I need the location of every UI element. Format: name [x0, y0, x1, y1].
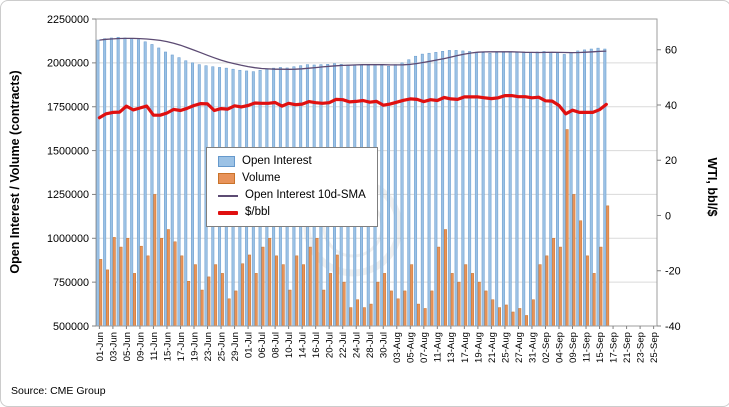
- svg-text:09-Sep: 09-Sep: [568, 332, 579, 363]
- svg-text:20: 20: [665, 155, 677, 167]
- svg-text:01-Jun: 01-Jun: [95, 332, 106, 361]
- svg-text:09-Jun: 09-Jun: [135, 332, 146, 361]
- legend-label-price: $/bbl: [245, 206, 270, 218]
- svg-text:15-Jun: 15-Jun: [162, 332, 173, 361]
- svg-text:03-Aug: 03-Aug: [392, 332, 403, 363]
- svg-text:13-Aug: 13-Aug: [446, 332, 457, 363]
- sma-line: [99, 37, 607, 70]
- legend-label-open-interest: Open Interest: [242, 155, 312, 167]
- svg-text:02-Sep: 02-Sep: [541, 332, 552, 363]
- price-line: [97, 93, 608, 120]
- legend-swatch-open-interest: [218, 156, 235, 167]
- source-caption: Source: CME Group: [11, 385, 106, 397]
- svg-text:16-Jul: 16-Jul: [311, 332, 322, 358]
- svg-text:29-Jun: 29-Jun: [230, 332, 241, 361]
- bars-volume: [99, 129, 610, 327]
- plot-border: [95, 18, 658, 327]
- legend-item-volume: Volume: [218, 172, 366, 185]
- legend-swatch-volume: [218, 173, 235, 184]
- x-axis-labels: 01-Jun 03-Jun 05-Jun 09-Jun 11-Jun 15-Jun 17-J…: [95, 326, 660, 363]
- svg-text:30-Jul: 30-Jul: [379, 332, 390, 358]
- svg-text:2000000: 2000000: [47, 58, 89, 70]
- svg-text:24-Jul: 24-Jul: [352, 332, 363, 358]
- right-axis-labels: 60 40 20 0 -20 -40: [657, 45, 681, 333]
- svg-text:-20: -20: [665, 266, 681, 278]
- svg-text:11-Jun: 11-Jun: [149, 332, 160, 361]
- svg-text:28-Jul: 28-Jul: [365, 332, 376, 358]
- svg-text:1500000: 1500000: [47, 145, 89, 157]
- svg-text:750000: 750000: [53, 277, 89, 289]
- svg-text:0: 0: [665, 210, 671, 222]
- svg-text:10-Jul: 10-Jul: [284, 332, 295, 358]
- svg-text:05-Aug: 05-Aug: [406, 332, 417, 363]
- svg-text:27-Aug: 27-Aug: [514, 332, 525, 363]
- chart-legend: Open Interest Volume Open Interest 10d-S…: [206, 147, 378, 227]
- svg-text:21-Sep: 21-Sep: [622, 332, 633, 363]
- svg-text:04-Sep: 04-Sep: [554, 332, 565, 363]
- left-axis-title: Open Interest / Volume (contracts): [8, 70, 22, 274]
- svg-text:15-Sep: 15-Sep: [595, 332, 606, 363]
- svg-text:08-Jul: 08-Jul: [271, 332, 282, 358]
- svg-text:19-Aug: 19-Aug: [473, 332, 484, 363]
- legend-label-volume: Volume: [242, 172, 281, 184]
- svg-text:23-Sep: 23-Sep: [636, 332, 647, 363]
- svg-text:40: 40: [665, 100, 677, 112]
- svg-text:07-Aug: 07-Aug: [419, 332, 430, 363]
- svg-text:1000000: 1000000: [47, 233, 89, 245]
- svg-text:31-Aug: 31-Aug: [527, 332, 538, 363]
- svg-text:19-Jun: 19-Jun: [189, 332, 200, 361]
- bars-open-interest: [96, 36, 607, 327]
- legend-item-open-interest: Open Interest: [218, 155, 366, 168]
- svg-text:17-Sep: 17-Sep: [609, 332, 620, 363]
- right-axis-title: WTI, bbl/$: [705, 157, 719, 217]
- svg-text:60: 60: [665, 45, 677, 57]
- svg-text:03-Jun: 03-Jun: [108, 332, 119, 361]
- legend-item-price: $/bbl: [218, 206, 366, 219]
- svg-text:1750000: 1750000: [47, 102, 89, 114]
- svg-text:1250000: 1250000: [47, 189, 89, 201]
- legend-item-sma: Open Interest 10d-SMA: [218, 189, 366, 202]
- svg-text:25-Sep: 25-Sep: [649, 332, 660, 363]
- svg-text:20-Jul: 20-Jul: [325, 332, 336, 358]
- legend-swatch-price: [218, 210, 238, 215]
- legend-swatch-sma: [218, 194, 238, 197]
- svg-text:-40: -40: [665, 321, 681, 333]
- svg-text:17-Aug: 17-Aug: [460, 332, 471, 363]
- left-axis-labels: 2250000 2000000 1750000 1500000 1250000 10000…: [47, 14, 96, 333]
- svg-text:500000: 500000: [53, 321, 89, 333]
- svg-text:06-Jul: 06-Jul: [257, 332, 268, 358]
- svg-text:21-Aug: 21-Aug: [487, 332, 498, 363]
- svg-text:14-Jul: 14-Jul: [298, 332, 309, 358]
- svg-text:25-Jun: 25-Jun: [216, 332, 227, 361]
- svg-text:22-Jul: 22-Jul: [338, 332, 349, 358]
- svg-text:11-Aug: 11-Aug: [433, 332, 444, 362]
- svg-text:05-Jun: 05-Jun: [122, 332, 133, 361]
- svg-text:2250000: 2250000: [47, 14, 89, 26]
- legend-label-sma: Open Interest 10d-SMA: [245, 189, 366, 201]
- svg-text:23-Jun: 23-Jun: [203, 332, 214, 361]
- svg-text:25-Aug: 25-Aug: [500, 332, 511, 363]
- svg-text:01-Jul: 01-Jul: [244, 332, 255, 358]
- svg-text:17-Jun: 17-Jun: [176, 332, 187, 361]
- svg-text:11-Sep: 11-Sep: [581, 332, 592, 362]
